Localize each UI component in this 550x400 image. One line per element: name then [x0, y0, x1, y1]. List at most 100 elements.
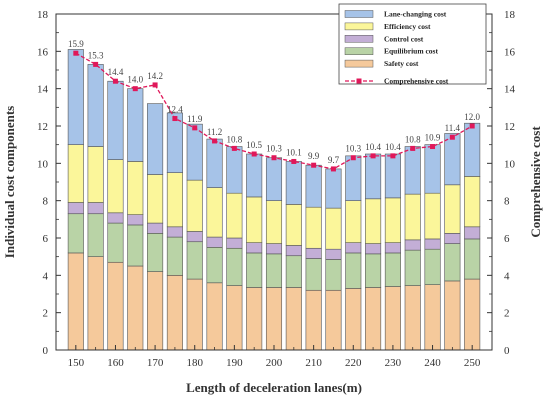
- y-tick-label: 2: [43, 308, 49, 320]
- data-label: 9.9: [308, 151, 320, 161]
- bar-segment: [186, 123, 203, 181]
- bar-segment: [246, 242, 263, 254]
- comprehensive-cost-point: [390, 153, 396, 159]
- y2-tick-label: 4: [504, 270, 510, 282]
- data-label: 11.4: [445, 123, 461, 133]
- bar-segment: [345, 252, 362, 289]
- bar-segment: [87, 256, 104, 351]
- bar-segment: [246, 153, 263, 198]
- bar-segment: [464, 176, 481, 228]
- bar-segment: [404, 285, 421, 351]
- bar-segment: [305, 206, 322, 249]
- bar-segment: [127, 161, 144, 215]
- bar-segment: [166, 112, 183, 173]
- bar-segment: [285, 245, 302, 257]
- data-label: 10.3: [345, 144, 361, 154]
- bar-segment: [127, 224, 144, 267]
- y-tick-label: 4: [43, 270, 49, 282]
- bar-segment: [464, 226, 481, 240]
- bar-segment: [226, 285, 243, 351]
- bar-segment: [424, 248, 441, 285]
- comprehensive-cost-point: [410, 145, 416, 151]
- bar-segment: [206, 236, 223, 248]
- y-tick-label: 14: [37, 84, 49, 96]
- comprehensive-cost-point: [112, 78, 118, 84]
- bar-segment: [206, 187, 223, 238]
- legend-label: Control cost: [384, 34, 424, 43]
- bar-segment: [87, 146, 104, 203]
- x-tick-label: 150: [68, 357, 85, 369]
- legend-label: Equilibrium cost: [384, 47, 438, 56]
- bar-segment: [166, 172, 183, 228]
- x-tick-label: 230: [385, 357, 402, 369]
- bar-segment: [67, 144, 84, 203]
- y2-tick-label: 2: [504, 308, 510, 320]
- bar-segment: [127, 265, 144, 351]
- comprehensive-cost-point: [350, 155, 356, 161]
- comprehensive-cost-point: [231, 145, 237, 151]
- y-tick-label: 12: [37, 121, 48, 133]
- data-label: 9.7: [328, 155, 340, 165]
- bar-segment: [424, 284, 441, 351]
- bar-segment: [186, 231, 203, 243]
- legend-swatch: [344, 10, 374, 18]
- comprehensive-cost-point: [469, 123, 475, 129]
- bar-segment: [265, 157, 283, 201]
- x-tick-label: 180: [186, 357, 203, 369]
- bar-segment: [365, 287, 382, 351]
- comprehensive-cost-point: [172, 116, 178, 122]
- comprehensive-cost-point: [152, 82, 158, 88]
- comprehensive-cost-point: [251, 151, 257, 157]
- comprehensive-cost-point: [449, 134, 455, 140]
- bar-segment: [345, 288, 362, 351]
- data-label: 11.9: [187, 114, 203, 124]
- y-tick-label: 16: [37, 46, 49, 58]
- bar-segment: [384, 252, 401, 287]
- legend-label: Lane-changing cost: [384, 10, 447, 19]
- bar-segment: [464, 278, 481, 351]
- bar-segment: [424, 238, 441, 250]
- bar-segment: [186, 278, 203, 351]
- legend-label: Safety cost: [384, 59, 419, 68]
- bar-segment: [384, 197, 401, 243]
- legend-swatch: [344, 22, 374, 31]
- axes: 0 0 2 2 4 4 6 6 8 8 10 10 12 12 14 14 16 16 18 18 150 160 170 1…: [37, 9, 516, 369]
- bar-segment: [384, 286, 401, 351]
- plot-area: [67, 49, 481, 351]
- data-label: 10.1: [286, 147, 302, 157]
- bar-segment: [444, 233, 461, 244]
- comprehensive-cost-point: [370, 153, 376, 159]
- x-tick-label: 190: [226, 357, 243, 369]
- bar-segment: [384, 153, 401, 199]
- bar-segment: [345, 155, 362, 201]
- bar-segment: [285, 204, 302, 246]
- x-tick-label: 210: [305, 357, 322, 369]
- bar-segment: [127, 214, 144, 226]
- bar-segment: [325, 248, 342, 260]
- bar-segment: [444, 133, 461, 186]
- bar-segment: [424, 192, 441, 240]
- legend-swatch: [344, 59, 374, 68]
- y2-tick-label: 0: [504, 345, 510, 357]
- bar-segment: [265, 243, 283, 255]
- x-tick-label: 220: [345, 357, 362, 369]
- x-tick-label: 160: [107, 357, 124, 369]
- bar-segment: [107, 261, 124, 351]
- bar-segment: [265, 253, 283, 288]
- bar-segment: [206, 138, 223, 188]
- bar-segment: [404, 239, 421, 251]
- bar-segment: [67, 49, 84, 145]
- bar-segment: [285, 255, 302, 288]
- y-tick-label: 0: [43, 345, 49, 357]
- bar-segment: [265, 287, 283, 351]
- bar-segment: [424, 144, 441, 194]
- bar-segment: [305, 258, 322, 291]
- bar-segment: [166, 226, 183, 238]
- bar-segment: [464, 122, 481, 177]
- data-label: 14.0: [127, 75, 143, 85]
- bar-segment: [67, 202, 84, 215]
- bar-segment: [444, 243, 461, 282]
- comprehensive-line-layer: 15.9 15.3 14.414.0 14.2 12.4 11.9 11.2 10.8 10.5…: [68, 39, 481, 172]
- bar-segment: [325, 289, 342, 351]
